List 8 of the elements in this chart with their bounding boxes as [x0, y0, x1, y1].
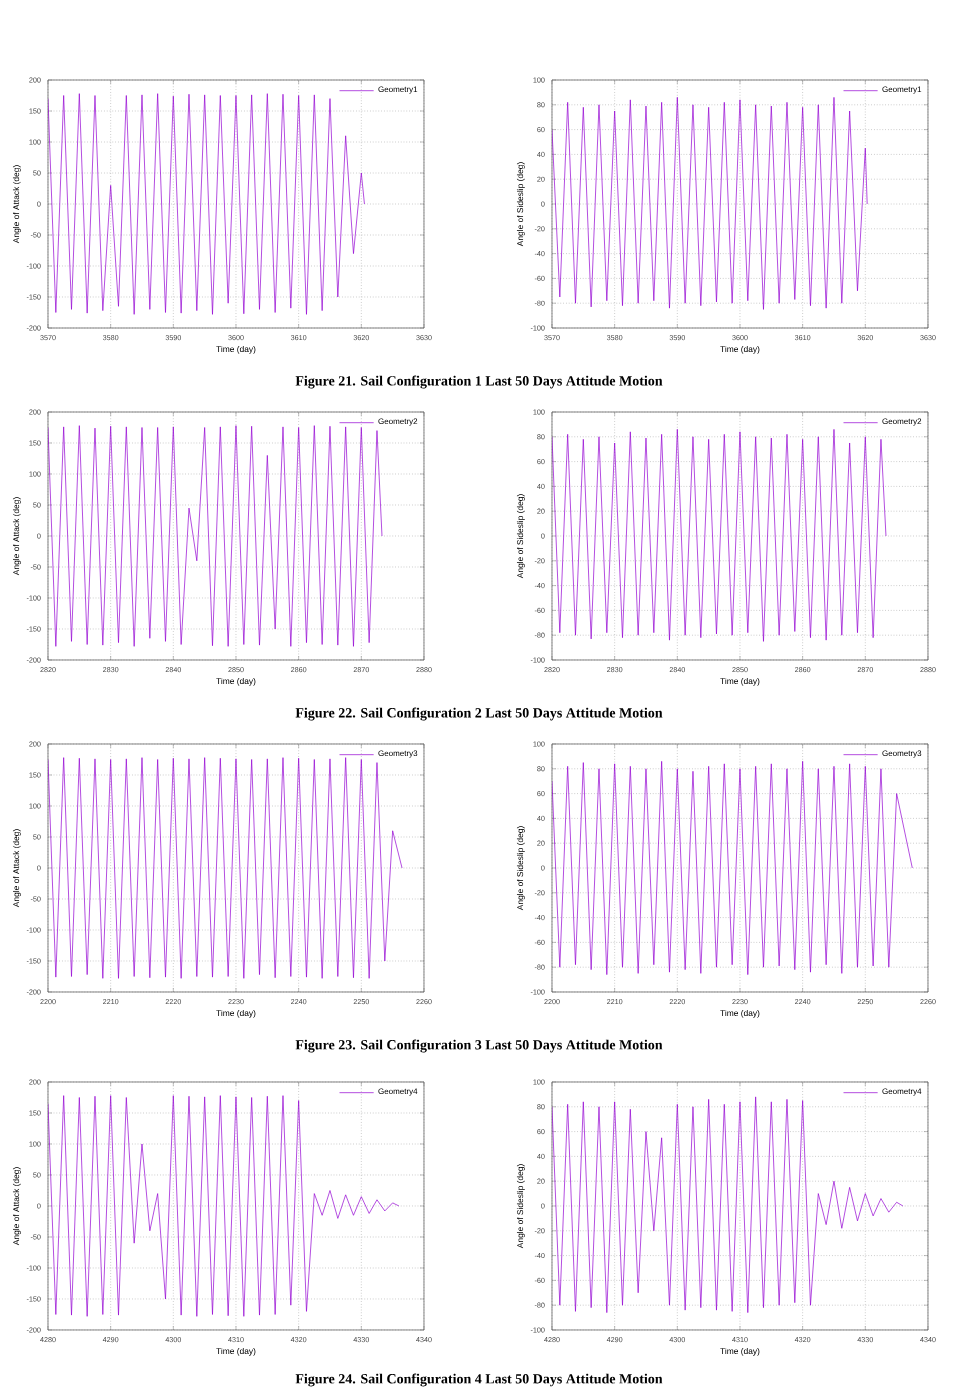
line-series: [48, 1095, 400, 1317]
line-series: [551, 1096, 904, 1313]
line-series: [48, 757, 403, 979]
line-series: [551, 97, 868, 310]
line-series: [551, 429, 887, 642]
line-series: [48, 425, 383, 647]
line-series: [551, 761, 913, 975]
line-series: [48, 93, 365, 315]
